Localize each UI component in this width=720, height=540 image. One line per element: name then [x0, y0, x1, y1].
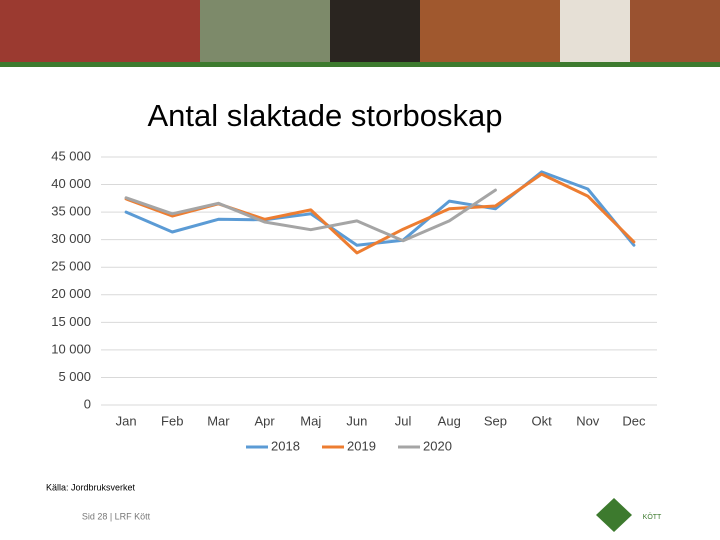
source: Källa: Jordbruksverket: [46, 482, 136, 492]
x-tick-label: Aug: [438, 413, 461, 428]
y-tick-label: 35 000: [51, 204, 91, 219]
x-tick-label: Mar: [207, 413, 230, 428]
x-tick-label: Feb: [161, 413, 183, 428]
y-tick-label: 15 000: [51, 314, 91, 329]
legend-label: 2019: [347, 438, 376, 453]
y-tick-label: 5 000: [58, 369, 91, 384]
footer: Sid 28 | LRF Kött: [82, 511, 151, 521]
y-tick-label: 10 000: [51, 341, 91, 356]
x-tick-label: Jun: [346, 413, 367, 428]
y-tick-label: 40 000: [51, 176, 91, 191]
y-tick-label: 30 000: [51, 231, 91, 246]
x-tick-label: Jan: [116, 413, 137, 428]
y-tick-label: 0: [84, 396, 91, 411]
y-tick-label: 20 000: [51, 286, 91, 301]
x-tick-label: Dec: [622, 413, 646, 428]
chart-title: Antal slaktade storboskap: [148, 98, 503, 133]
x-tick-label: Nov: [576, 413, 600, 428]
logo: KÖTT: [596, 498, 662, 532]
x-tick-label: Apr: [254, 413, 275, 428]
y-tick-label: 25 000: [51, 259, 91, 274]
plot: 0 5 000 10 000 15 000 20 000 25 000 30 000 35 0…: [51, 148, 657, 453]
x-tick-label: Okt: [531, 413, 552, 428]
series-line: [124, 188, 497, 243]
logo-text: KÖTT: [643, 513, 662, 521]
x-tick-label: Sep: [484, 413, 507, 428]
y-tick-label: 45 000: [51, 148, 91, 163]
series-line: [124, 172, 636, 255]
legend-label: 2018: [271, 438, 300, 453]
x-tick-label: Maj: [300, 413, 321, 428]
legend-label: 2020: [423, 438, 452, 453]
x-tick-label: Jul: [395, 413, 412, 428]
header-photo: [0, 0, 720, 67]
